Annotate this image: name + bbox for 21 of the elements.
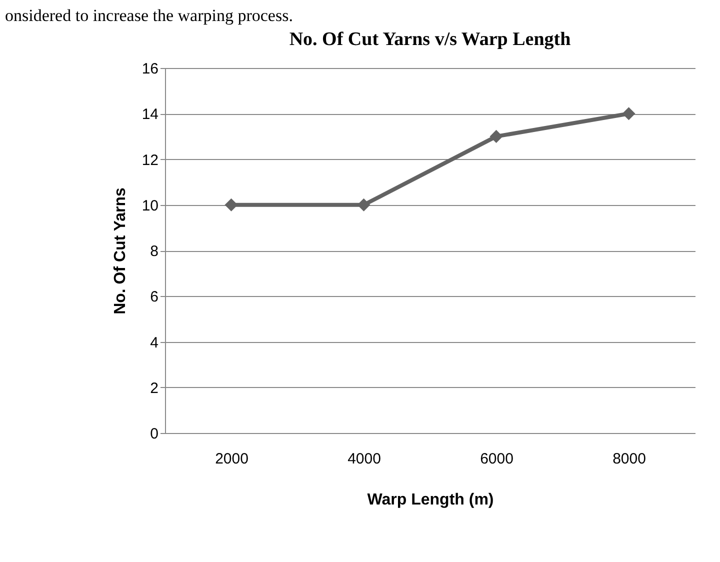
point	[622, 107, 636, 120]
x-tick-label: 8000	[612, 450, 646, 468]
y-tick-label: 4	[150, 334, 158, 352]
x-tick-label: 4000	[348, 450, 381, 468]
y-axis-title: No. Of Cut Yarns	[112, 187, 129, 314]
point	[224, 198, 238, 212]
y-tick-label: 0	[150, 426, 158, 442]
x-tick-label: 6000	[480, 450, 514, 468]
x-axis-title: Warp Length (m)	[367, 492, 494, 508]
point	[490, 130, 503, 143]
y-tick-label: 8	[150, 243, 158, 260]
x-tick-label: 2000	[215, 450, 248, 468]
y-tick-label: 6	[150, 288, 158, 306]
y-tick-label: 2	[150, 380, 158, 397]
y-tick-label: 14	[142, 106, 158, 124]
point	[357, 198, 370, 212]
y-tick-label: 12	[142, 152, 158, 169]
text: onsidered to increase the warping process.	[5, 6, 293, 25]
y-tick-label: 10	[142, 197, 158, 214]
y-tick-label: 16	[142, 60, 158, 78]
chart-title: No. Of Cut Yarns v/s Warp Length	[289, 29, 572, 50]
